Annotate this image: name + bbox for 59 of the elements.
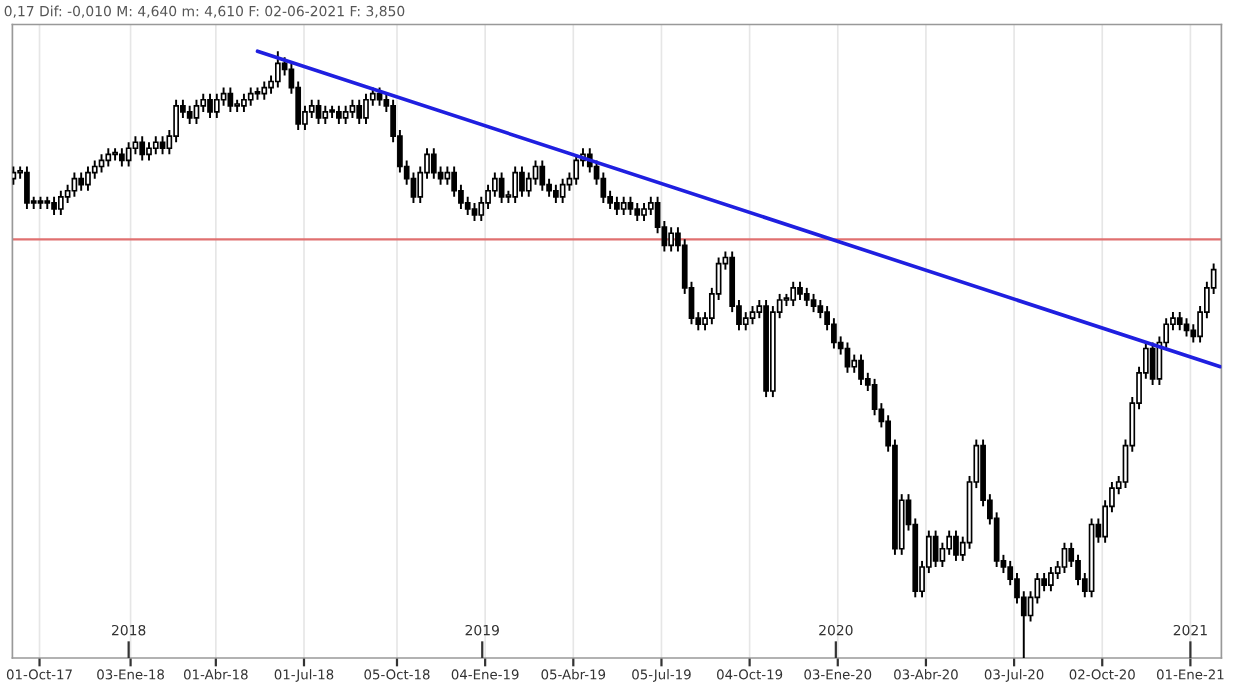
candlestick [213,92,220,119]
candlestick [810,292,817,314]
candlestick [51,195,57,217]
candlestick [193,98,200,125]
candlestick [552,183,559,204]
candlestick [1061,541,1068,575]
candlestick [24,165,30,210]
candlestick [146,141,152,162]
candlestick [851,353,858,374]
candlestick [539,159,546,192]
candlestick [85,165,91,192]
candlestick [57,189,64,217]
candlestick [315,98,322,125]
candlestick [125,141,132,168]
candlestick [519,165,525,198]
candlestick [71,171,78,198]
candlestick [159,135,166,156]
candlestick [227,86,234,113]
candlestick [342,104,349,125]
candlestick [844,341,851,374]
candlestick [634,201,641,223]
candlestick [241,92,247,113]
candlestick [335,104,342,125]
candlestick [78,171,85,192]
candlestick [641,201,647,223]
candlestick [559,177,566,204]
candlestick [1048,566,1054,593]
candlestick [498,171,505,204]
candlestick [749,305,756,326]
candlestick [322,104,329,125]
candlestick [742,311,749,332]
candlestick [858,353,864,386]
candlestick [668,226,675,253]
candlestick [261,80,268,101]
candlestick [953,529,959,562]
candlestick [356,98,363,125]
candlestick [790,280,797,308]
candlestick [274,50,281,89]
candlestick [1183,317,1190,338]
candlestick [247,86,254,107]
candlestick [430,147,437,180]
candlestick [620,195,627,217]
candlestick [1176,311,1183,332]
candlestick [118,147,125,168]
candlestick [363,92,369,125]
candlestick [614,195,620,217]
candlestick [803,286,810,308]
candlestick [471,201,478,223]
candlestick [573,153,580,186]
candlestick [186,104,193,125]
candlestick [207,92,213,119]
candlestick [139,135,146,162]
candlestick [512,165,519,204]
candlestick [1041,572,1047,593]
candlestick [105,147,112,168]
candlestick [797,280,803,301]
candlestick [627,195,634,217]
candlestick [152,135,159,156]
candlestick [349,98,356,119]
